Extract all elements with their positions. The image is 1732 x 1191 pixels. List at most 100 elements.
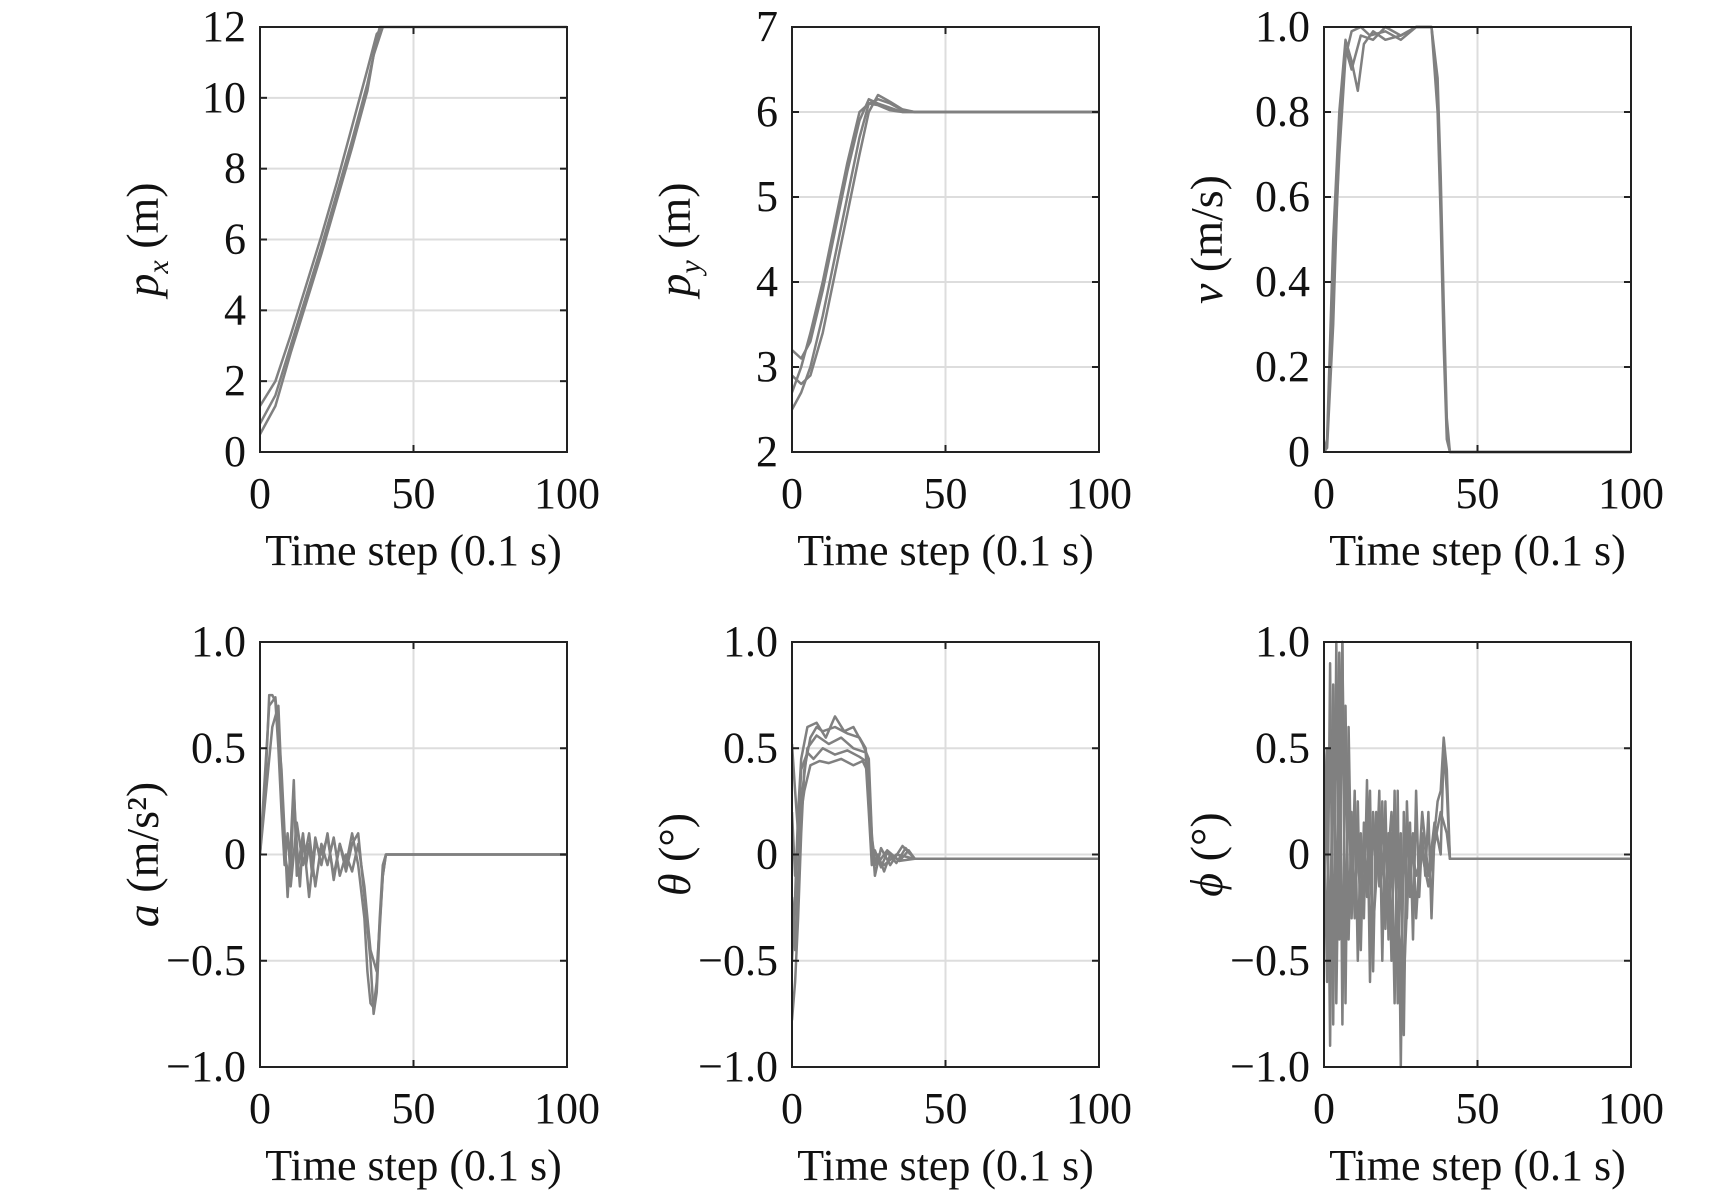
series-line-1 <box>1324 640 1631 1069</box>
x-tick-label: 50 <box>924 469 968 518</box>
x-tick-label: 50 <box>924 1084 968 1133</box>
x-tick-label: 100 <box>534 1084 600 1133</box>
y-axis-symbol: p <box>649 274 700 300</box>
y-tick-label: 1.0 <box>191 617 246 666</box>
x-tick-label: 50 <box>392 469 436 518</box>
series-line-3 <box>1324 25 1631 454</box>
y-axis-spacer <box>1181 861 1232 873</box>
y-tick-label: 8 <box>224 144 246 193</box>
y-tick-label: 1.0 <box>1255 2 1310 51</box>
y-tick-label: 7 <box>756 2 778 51</box>
y-axis-unit: (m/s²) <box>117 782 168 893</box>
y-tick-label: 0.5 <box>191 723 246 772</box>
y-tick-label: 3 <box>756 342 778 391</box>
x-axis-label: Time step (0.1 s) <box>1329 526 1626 575</box>
subplot-1: 0 2 4 6 8 10 12 0 50 100 Time step (0.1 s) px (m) <box>117 2 600 575</box>
y-tick-label: −1.0 <box>698 1042 778 1091</box>
series-line-5 <box>792 734 1099 952</box>
subplot-4: −1.0 −0.5 0 0.5 1.0 0 50 100 Time step (0.1 s) a … <box>117 617 600 1190</box>
y-tick-label: 6 <box>224 215 246 264</box>
y-axis-symbol: ϕ <box>1181 873 1232 897</box>
y-axis-symbol: p <box>117 274 168 300</box>
y-axis-spacer <box>649 862 700 874</box>
y-tick-label: 4 <box>224 285 246 334</box>
y-tick-label: 0 <box>756 830 778 879</box>
y-tick-label: 12 <box>202 2 246 51</box>
y-axis-unit: (m) <box>649 182 700 248</box>
x-tick-label: 100 <box>1066 1084 1132 1133</box>
series-line-3 <box>1324 640 1631 1005</box>
y-axis-label: a (m/s²) <box>117 782 168 927</box>
y-tick-label: 0 <box>224 830 246 879</box>
x-tick-label: 0 <box>1313 1084 1335 1133</box>
subplot-3: 0 0.2 0.4 0.6 0.8 1.0 0 50 100 Time step (0.1 s) v… <box>1181 2 1664 575</box>
x-tick-label: 100 <box>1598 1084 1664 1133</box>
y-tick-label: 0.6 <box>1255 172 1310 221</box>
series-line-2 <box>260 26 384 407</box>
y-axis-spacer <box>117 893 168 905</box>
x-axis-label: Time step (0.1 s) <box>797 526 1094 575</box>
y-tick-label: 0 <box>1288 830 1310 879</box>
series-line-2 <box>792 743 1099 869</box>
y-tick-label: 1.0 <box>1255 617 1310 666</box>
series-line-3 <box>792 715 1099 961</box>
y-axis-label: ϕ (°) <box>1181 812 1232 896</box>
y-axis-spacer <box>1181 272 1232 284</box>
x-axis-label: Time step (0.1 s) <box>797 1141 1094 1190</box>
x-axis-label: Time step (0.1 s) <box>1329 1141 1626 1190</box>
y-tick-label: −0.5 <box>1230 936 1310 985</box>
series-line-3 <box>260 26 384 435</box>
y-axis-subscript: y <box>674 260 707 277</box>
y-axis-unit: (m) <box>117 182 168 248</box>
y-axis-unit: (°) <box>1181 812 1232 861</box>
y-axis-label: θ (°) <box>649 813 700 896</box>
y-tick-label: 1.0 <box>723 617 778 666</box>
y-axis-symbol: v <box>1181 283 1232 304</box>
y-axis-symbol: θ <box>649 873 700 896</box>
x-tick-label: 50 <box>392 1084 436 1133</box>
y-tick-label: 6 <box>756 87 778 136</box>
y-tick-label: 0.5 <box>1255 723 1310 772</box>
y-tick-label: 0.4 <box>1255 257 1310 306</box>
subplot-6: −1.0 −0.5 0 0.5 1.0 0 50 100 Time step (0.1 s) ϕ … <box>1181 617 1664 1190</box>
y-tick-label: 0 <box>224 427 246 476</box>
x-tick-label: 100 <box>1066 469 1132 518</box>
y-tick-label: 0 <box>1288 427 1310 476</box>
series-line-3 <box>792 93 1099 386</box>
y-tick-label: 0.5 <box>723 723 778 772</box>
y-tick-label: 2 <box>224 356 246 405</box>
y-axis-label: px (m) <box>117 182 175 299</box>
y-tick-label: 2 <box>756 427 778 476</box>
y-tick-label: −0.5 <box>166 936 246 985</box>
x-tick-label: 100 <box>1598 469 1664 518</box>
y-axis-label: py (m) <box>649 182 707 299</box>
y-axis-unit: (°) <box>649 813 700 862</box>
series-line-2 <box>1324 651 1631 1048</box>
y-tick-label: −0.5 <box>698 936 778 985</box>
x-axis-label: Time step (0.1 s) <box>265 526 562 575</box>
y-axis-unit: (m/s) <box>1181 175 1232 272</box>
y-tick-label: 0.2 <box>1255 342 1310 391</box>
y-axis-symbol: a <box>117 904 168 927</box>
y-tick-label: −1.0 <box>1230 1042 1310 1091</box>
y-axis-spacer <box>117 249 168 261</box>
x-tick-label: 0 <box>781 469 803 518</box>
y-axis-subscript: x <box>142 260 175 275</box>
x-tick-label: 50 <box>1456 469 1500 518</box>
y-tick-label: −1.0 <box>166 1042 246 1091</box>
subplot-2: 2 3 4 5 6 7 0 50 100 Time step (0.1 s) py (m) <box>649 2 1132 575</box>
x-tick-label: 0 <box>1313 469 1335 518</box>
x-tick-label: 50 <box>1456 1084 1500 1133</box>
y-axis-label: v (m/s) <box>1181 175 1232 304</box>
y-tick-label: 10 <box>202 73 246 122</box>
series-line-4 <box>792 102 1099 393</box>
x-tick-label: 0 <box>781 1084 803 1133</box>
series-line-1 <box>260 25 383 425</box>
x-tick-label: 100 <box>534 469 600 518</box>
subplot-5: −1.0 −0.5 0 0.5 1.0 0 50 100 Time step (0.1 s) θ … <box>649 617 1132 1190</box>
series-line-3 <box>260 704 567 973</box>
y-tick-label: 5 <box>756 172 778 221</box>
y-tick-label: 4 <box>756 257 778 306</box>
y-tick-label: 0.8 <box>1255 87 1310 136</box>
